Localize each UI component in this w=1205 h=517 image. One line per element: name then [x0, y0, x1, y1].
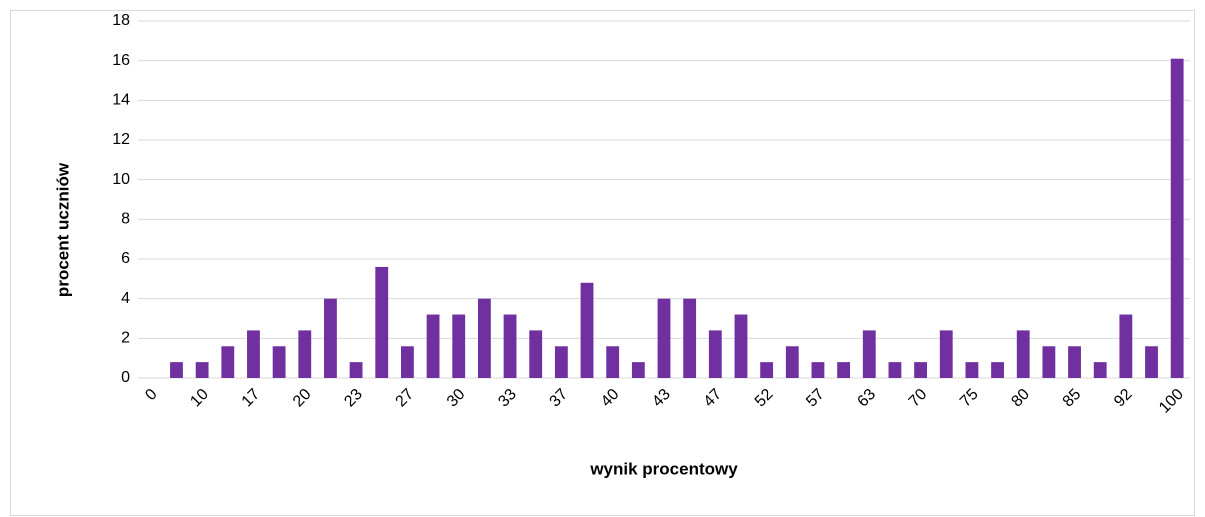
x-tick-label: 10 — [187, 386, 212, 411]
x-tick-label: 47 — [701, 386, 726, 411]
bar — [1093, 362, 1107, 378]
x-tick-label: 52 — [752, 386, 777, 411]
bar — [452, 314, 466, 378]
bar — [1145, 346, 1158, 378]
bar — [914, 362, 927, 378]
y-tick-label: 18 — [112, 12, 130, 29]
x-tick-label: 80 — [1008, 386, 1033, 411]
y-tick-label: 4 — [121, 290, 130, 307]
bar — [580, 282, 594, 378]
x-tick-label: 43 — [649, 386, 674, 411]
x-tick-label: 20 — [290, 386, 315, 411]
bar — [272, 346, 286, 378]
x-tick-label: 33 — [495, 386, 520, 411]
bar — [324, 298, 337, 378]
bar — [554, 346, 568, 378]
bar — [247, 330, 260, 378]
bar — [785, 346, 799, 378]
y-tick-label: 0 — [121, 369, 130, 386]
y-axis-label: procent uczniów — [53, 162, 72, 297]
x-tick-label: 30 — [444, 386, 469, 411]
x-tick-label: 100 — [1156, 386, 1187, 417]
y-tick-label: 6 — [121, 250, 130, 267]
bar — [734, 314, 748, 378]
x-tick-label: 37 — [547, 386, 572, 411]
bar — [477, 298, 491, 378]
bar — [991, 362, 1004, 378]
y-tick-label: 12 — [112, 131, 130, 148]
bar — [939, 330, 953, 378]
bar — [888, 362, 902, 378]
x-tick-label: 0 — [142, 386, 160, 404]
bar — [683, 298, 697, 378]
bar — [298, 330, 312, 378]
x-axis-label: wynik procentowy — [589, 459, 738, 478]
bar — [170, 362, 183, 378]
bar — [426, 314, 440, 378]
x-tick-label: 92 — [1111, 386, 1136, 411]
bar — [606, 346, 620, 378]
bar — [1042, 346, 1056, 378]
bar — [811, 362, 825, 378]
bar — [375, 266, 389, 378]
bar — [1119, 314, 1133, 378]
x-tick-label: 70 — [906, 386, 931, 411]
bar — [837, 362, 851, 378]
bar — [1068, 346, 1081, 378]
x-tick-label: 57 — [803, 386, 828, 411]
bar — [221, 346, 235, 378]
bar — [503, 314, 517, 378]
bar — [401, 346, 414, 378]
y-tick-label: 2 — [121, 330, 130, 347]
x-tick-label: 85 — [1060, 386, 1085, 411]
y-tick-label: 16 — [112, 52, 130, 69]
bar — [1170, 58, 1184, 378]
bar — [965, 362, 979, 378]
y-tick-label: 8 — [121, 211, 130, 228]
bar — [657, 298, 671, 378]
x-tick-label: 63 — [854, 386, 879, 411]
y-tick-label: 10 — [112, 171, 130, 188]
bar — [1016, 330, 1030, 378]
chart-frame — [10, 10, 1195, 516]
bar — [708, 330, 722, 378]
x-tick-label: 75 — [957, 386, 982, 411]
bar — [349, 362, 363, 378]
bar — [631, 362, 645, 378]
bar — [760, 362, 774, 378]
x-tick-label: 40 — [598, 386, 623, 411]
x-tick-label: 17 — [239, 386, 264, 411]
bar — [195, 362, 209, 378]
x-tick-label: 23 — [341, 386, 366, 411]
y-tick-label: 14 — [112, 92, 130, 109]
bar — [862, 330, 876, 378]
bar — [529, 330, 543, 378]
x-tick-label: 27 — [393, 386, 418, 411]
